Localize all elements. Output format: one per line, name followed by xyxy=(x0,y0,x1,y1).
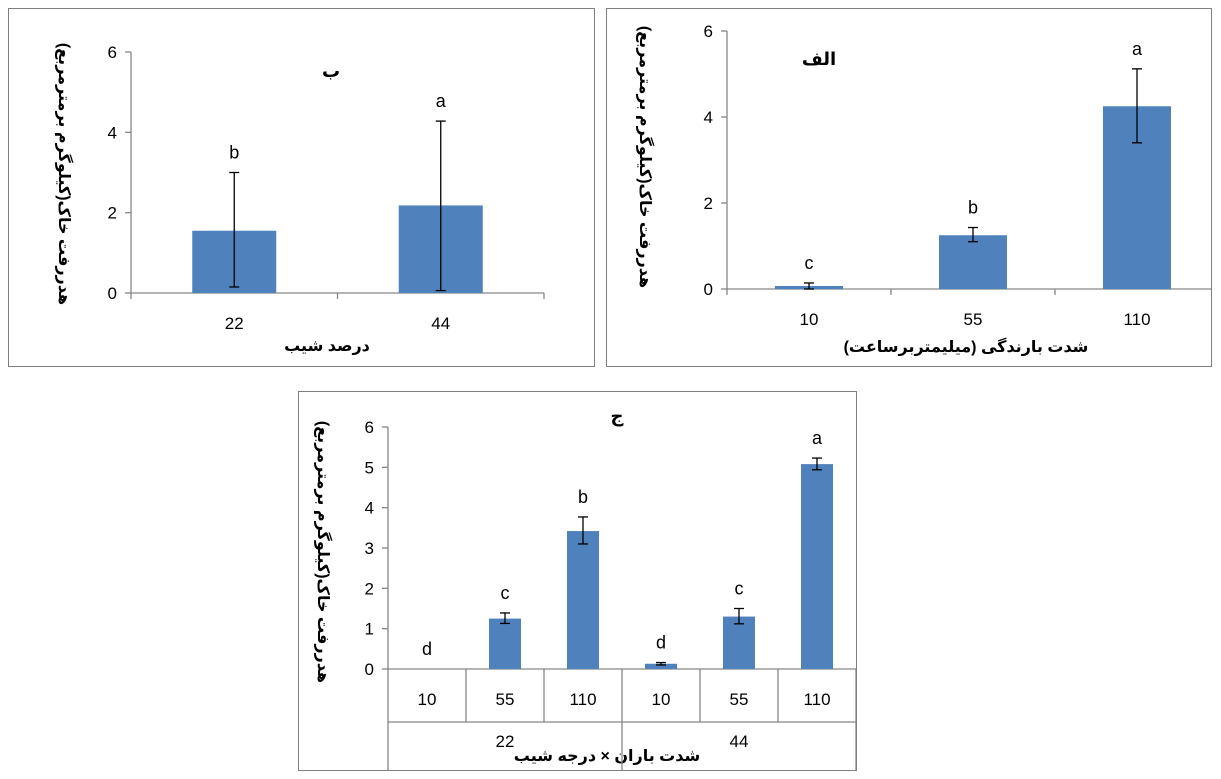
chart-panel-slope: ب هدررفت خاک(کیلوگرم برمترمربع) درصد شیب… xyxy=(8,8,595,367)
y-tick-label: 6 xyxy=(108,43,117,62)
y-tick-label: 5 xyxy=(365,458,374,477)
bar xyxy=(939,235,1007,289)
significance-letter: b xyxy=(968,198,978,218)
x-tick-label: 55 xyxy=(964,310,983,329)
significance-letter: a xyxy=(812,428,823,448)
y-tick-label: 4 xyxy=(365,499,374,518)
y-tick-label: 0 xyxy=(108,284,117,303)
bar xyxy=(801,464,833,669)
group-label: 22 xyxy=(496,732,515,751)
significance-letter: a xyxy=(1132,39,1143,59)
x-tick-label: 44 xyxy=(431,314,450,333)
significance-letter: c xyxy=(805,253,814,273)
x-tick-label: 110 xyxy=(803,690,830,709)
chart-svg-slope: ب هدررفت خاک(کیلوگرم برمترمربع) درصد شیب… xyxy=(55,43,545,355)
significance-letter: b xyxy=(229,143,239,163)
bar xyxy=(567,531,599,669)
y-tick-label: 2 xyxy=(108,204,117,223)
significance-letter: d xyxy=(422,639,432,659)
x-tick-label: 110 xyxy=(1123,310,1150,329)
x-tick-label: 22 xyxy=(225,314,244,333)
bar xyxy=(489,618,521,669)
bar xyxy=(723,616,755,669)
chart-svg-interaction: ج هدررفت خاک(کیلوگرم برمترمربع) شدت بارا… xyxy=(314,406,857,770)
chart-title: ب xyxy=(322,61,340,81)
y-axis-label: هدررفت خاک(کیلوگرم برمترمربع) xyxy=(636,26,655,288)
x-axis-label: درصد شیب xyxy=(284,338,370,355)
y-tick-label: 2 xyxy=(365,579,374,598)
y-tick-label: 2 xyxy=(704,194,713,213)
plot-area: 0 2 4 6 c 10 b 55 a 110 xyxy=(704,22,1220,329)
plot-area: 0 2 4 6 b 22 a 44 xyxy=(108,43,545,333)
y-tick-label: 3 xyxy=(365,539,374,558)
y-axis-label: هدررفت خاک(کیلوگرم برمترمربع) xyxy=(314,421,333,683)
y-tick-label: 4 xyxy=(704,108,713,127)
chart-title: ج xyxy=(611,406,624,427)
x-axis-label: شدت باران × درجه شیب xyxy=(514,748,700,765)
x-tick-label: 110 xyxy=(569,690,596,709)
x-tick-label: 55 xyxy=(730,690,749,709)
significance-letter: d xyxy=(656,633,666,653)
x-tick-label: 10 xyxy=(418,690,437,709)
group-label: 44 xyxy=(730,732,749,751)
chart-panel-rain: الف هدررفت خاک(کیلوگرم برمترمربع) شدت با… xyxy=(606,8,1220,367)
x-axis-label: شدت بارندگی (میلیمتربرساعت) xyxy=(844,337,1089,356)
y-tick-label: 1 xyxy=(365,620,374,639)
y-tick-label: 6 xyxy=(704,22,713,41)
chart-panel-interaction: ج هدررفت خاک(کیلوگرم برمترمربع) شدت بارا… xyxy=(298,391,857,771)
x-tick-label: 10 xyxy=(800,310,819,329)
significance-letter: a xyxy=(436,91,447,111)
significance-letter: c xyxy=(735,579,744,599)
x-tick-label: 55 xyxy=(496,690,515,709)
significance-letter: c xyxy=(501,583,510,603)
plot-area: 0 1 2 3 4 5 6 22 44 d 10 c 55 b 110 d 10 c 55 a 110 xyxy=(365,418,857,770)
x-tick-label: 10 xyxy=(652,690,671,709)
significance-letter: b xyxy=(578,487,588,507)
chart-title: الف xyxy=(802,49,836,69)
y-axis-label: هدررفت خاک(کیلوگرم برمترمربع) xyxy=(55,43,74,305)
y-tick-label: 0 xyxy=(365,660,374,679)
y-tick-label: 4 xyxy=(108,123,117,142)
y-tick-label: 0 xyxy=(704,280,713,299)
chart-svg-rain: الف هدررفت خاک(کیلوگرم برمترمربع) شدت با… xyxy=(636,22,1220,356)
bar xyxy=(645,663,677,669)
y-tick-label: 6 xyxy=(365,418,374,437)
